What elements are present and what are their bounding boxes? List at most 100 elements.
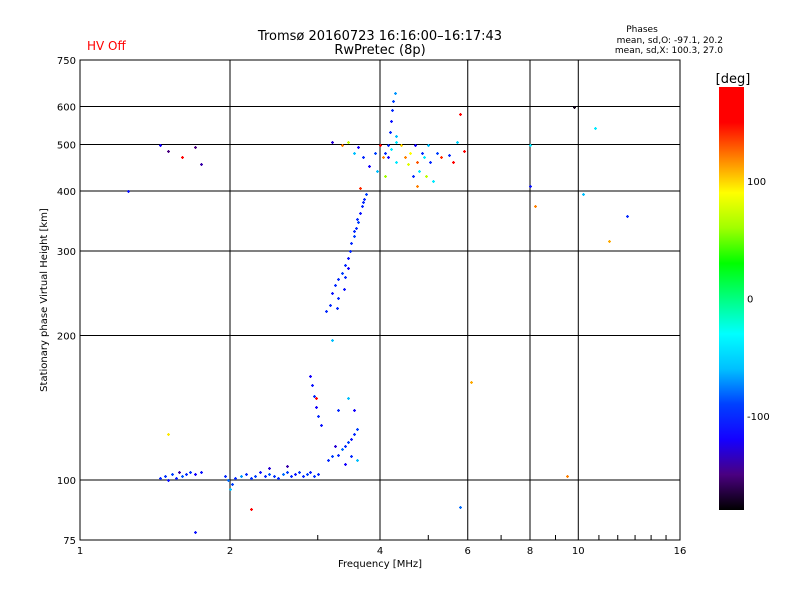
x-tick-label: 1 [77,546,83,557]
data-point [311,384,314,387]
grid [80,60,680,540]
data-point [359,187,362,190]
chart-title: Tromsø 20160723 16:16:00–16:17:43 [257,29,502,44]
data-point [320,424,323,427]
data-point [250,477,253,480]
data-point [566,475,569,478]
data-point [404,156,407,159]
data-point [317,415,320,418]
data-point [171,473,174,476]
data-point [384,152,387,155]
data-point [350,438,353,441]
data-point [167,433,170,436]
data-point [159,144,162,147]
data-point [353,230,356,233]
data-point [227,479,230,482]
data-point [290,475,293,478]
data-point [337,409,340,412]
x-axis-label: Frequency [MHz] [338,559,422,570]
data-point [245,473,248,476]
data-point [194,146,197,149]
data-point [286,471,289,474]
data-point [368,165,371,168]
data-point [309,471,312,474]
chart-subtitle: RwPretec (8p) [334,43,425,58]
data-point [387,156,390,159]
data-point [459,506,462,509]
data-point [175,477,178,480]
data-point [331,292,334,295]
data-point [327,459,330,462]
data-point [353,152,356,155]
data-point [185,473,188,476]
data-point [325,310,328,313]
data-point [357,221,360,224]
data-point [429,161,432,164]
data-point [347,257,350,260]
plot-frame [79,59,681,541]
colorbar [719,87,744,510]
data-point [315,406,318,409]
data-point [353,433,356,436]
data-point [317,473,320,476]
data-point [382,156,385,159]
data-point [355,227,358,230]
x-tick-label: 6 [465,546,471,557]
data-point [362,201,365,204]
data-point [394,92,397,95]
data-point [347,141,350,144]
y-tick-label: 200 [57,332,76,343]
data-point [390,148,393,151]
data-point [331,141,334,144]
data-point [423,156,426,159]
data-point [167,150,170,153]
data-point [309,375,312,378]
data-point [294,473,297,476]
data-point [392,100,395,103]
stats-x: mean, sd,X: 100.3, 27.0 [615,46,723,56]
data-point [334,445,337,448]
colorbar-tick-label: -100 [747,412,770,423]
data-point [594,127,597,130]
data-point [306,473,309,476]
x-tick-labels: 1 2 4 6 8 10 16 [77,546,687,557]
data-point [344,264,347,267]
stats-heading: Phases [626,25,658,35]
data-point [356,218,359,221]
data-point [341,144,344,147]
data-point [341,448,344,451]
data-point [282,473,285,476]
x-tick-label: 10 [572,546,585,557]
data-point [344,276,347,279]
data-point [189,471,192,474]
x-tick-label: 16 [674,546,687,557]
y-tick-label: 600 [57,103,76,114]
data-point [200,471,203,474]
data-point [359,212,362,215]
data-point [229,488,232,491]
colorbar-label: [deg] [716,72,751,87]
data-point [356,459,359,462]
data-point [264,475,267,478]
y-tick-labels: 75 100 200 300 400 500 600 750 [57,56,76,547]
data-point [344,463,347,466]
data-point [313,475,316,478]
data-point [427,144,430,147]
data-point [159,477,162,480]
data-point [412,175,415,178]
data-point [379,144,382,147]
data-point [395,141,398,144]
data-point [391,109,394,112]
data-point [363,198,366,201]
data-point [341,272,344,275]
data-point [395,161,398,164]
data-point [357,146,360,149]
data-point [414,144,417,147]
data-point [331,455,334,458]
data-point [273,475,276,478]
y-axis-label: Stationary phase Virtual Height [km] [39,208,50,392]
data-point [313,395,316,398]
data-point [387,144,390,147]
x-tick-label: 4 [377,546,383,557]
